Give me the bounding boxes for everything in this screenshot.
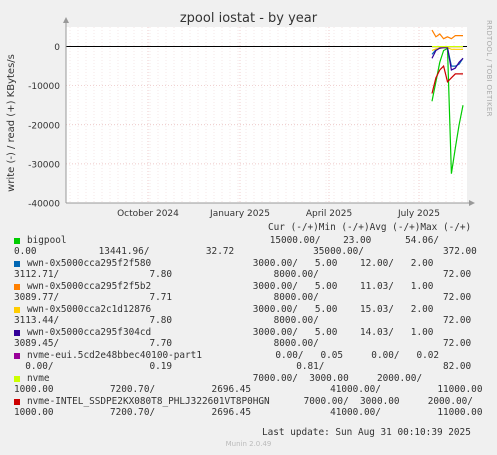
legend-row-line1: bigpool 15000.00/ 23.00 54.06/ <box>27 235 440 246</box>
legend-row-line2: 3089.77/ 7.71 8000.00/ 72.00 <box>14 292 472 303</box>
y-tick-label: -40000 <box>28 200 60 210</box>
legend-swatch <box>14 261 20 267</box>
y-tick-label: -10000 <box>28 82 60 92</box>
last-update: Last update: Sun Aug 31 00:10:39 2025 <box>262 427 471 438</box>
x-tick-label: October 2024 <box>117 209 179 219</box>
legend-row-line1: nvme-eui.5cd2e48bbec40100-part1 0.00/ 0.… <box>27 350 440 361</box>
munin-version: Munin 2.0.49 <box>225 440 272 448</box>
legend-swatch <box>14 353 20 359</box>
chart-canvas: 0 -10000 -20000 -30000 -40000 October 2024 Jan… <box>6 17 475 219</box>
plot-background <box>66 27 467 203</box>
legend-row-line2: 3112.71/ 7.80 8000.00/ 72.00 <box>14 269 472 280</box>
series-line <box>431 47 464 71</box>
x-tick-label: January 2025 <box>209 209 270 219</box>
y-axis-label: write (-) / read (+) KBytes/s <box>6 54 17 192</box>
y-tick-label: 0 <box>54 43 60 53</box>
legend-row-line2: 0.00 13441.96/ 32.72 35000.00/ 372.00 <box>14 246 477 257</box>
legend-swatch <box>14 376 20 382</box>
chart-title: zpool iostat - by year <box>179 11 318 26</box>
legend-swatch <box>14 307 20 313</box>
legend-row-line1: wwn-0x5000cca295f2f580 3000.00/ 5.00 12.… <box>27 258 434 269</box>
legend-swatch <box>14 330 20 336</box>
legend-swatch <box>14 284 20 290</box>
legend-row-line1: wwn-0x5000cca295f2f5b2 3000.00/ 5.00 11.… <box>27 281 434 292</box>
x-axis-arrow <box>469 200 475 206</box>
legend-row-line1: wwn-0x5000cca2c1d12876 3000.00/ 5.00 15.… <box>27 304 434 315</box>
y-axis-arrow <box>63 17 69 23</box>
series-line <box>431 64 463 94</box>
legend-row-line2: 1000.00 7200.70/ 2696.45 41000.00/ 11000… <box>14 384 483 395</box>
rrdtool-watermark: RRDTOOL / TOBI OETIKER <box>485 20 493 117</box>
legend-swatch <box>14 399 20 405</box>
series-line <box>431 29 463 40</box>
legend-row-line1: nvme-INTEL_SSDPE2KX080T8_PHLJ322601VT8P0… <box>27 396 473 407</box>
legend-row-line1: nvme 7000.00/ 3000.00 2000.00/ <box>27 373 423 384</box>
legend-header: Cur (-/+)Min (-/+)Avg (-/+)Max (-/+) <box>268 222 472 233</box>
y-tick-label: -30000 <box>28 160 60 170</box>
legend: Cur (-/+)Min (-/+)Avg (-/+)Max (-/+) big… <box>0 222 497 442</box>
legend-row-line2: 0.00/ 0.19 0.81/ 82.00 <box>14 361 472 372</box>
legend-row-line2: 3113.44/ 7.80 8000.00/ 72.00 <box>14 315 472 326</box>
legend-swatch <box>14 238 20 244</box>
x-tick-label: July 2025 <box>397 209 440 219</box>
legend-row-line2: 3089.45/ 7.70 8000.00/ 72.00 <box>14 338 472 349</box>
legend-row-line2: 1000.00 7200.70/ 2696.45 41000.00/ 11000… <box>14 407 483 418</box>
legend-row-line1: wwn-0x5000cca295f304cd 3000.00/ 5.00 14.… <box>27 327 434 338</box>
x-tick-label: April 2025 <box>306 209 352 219</box>
y-tick-label: -20000 <box>28 121 60 131</box>
